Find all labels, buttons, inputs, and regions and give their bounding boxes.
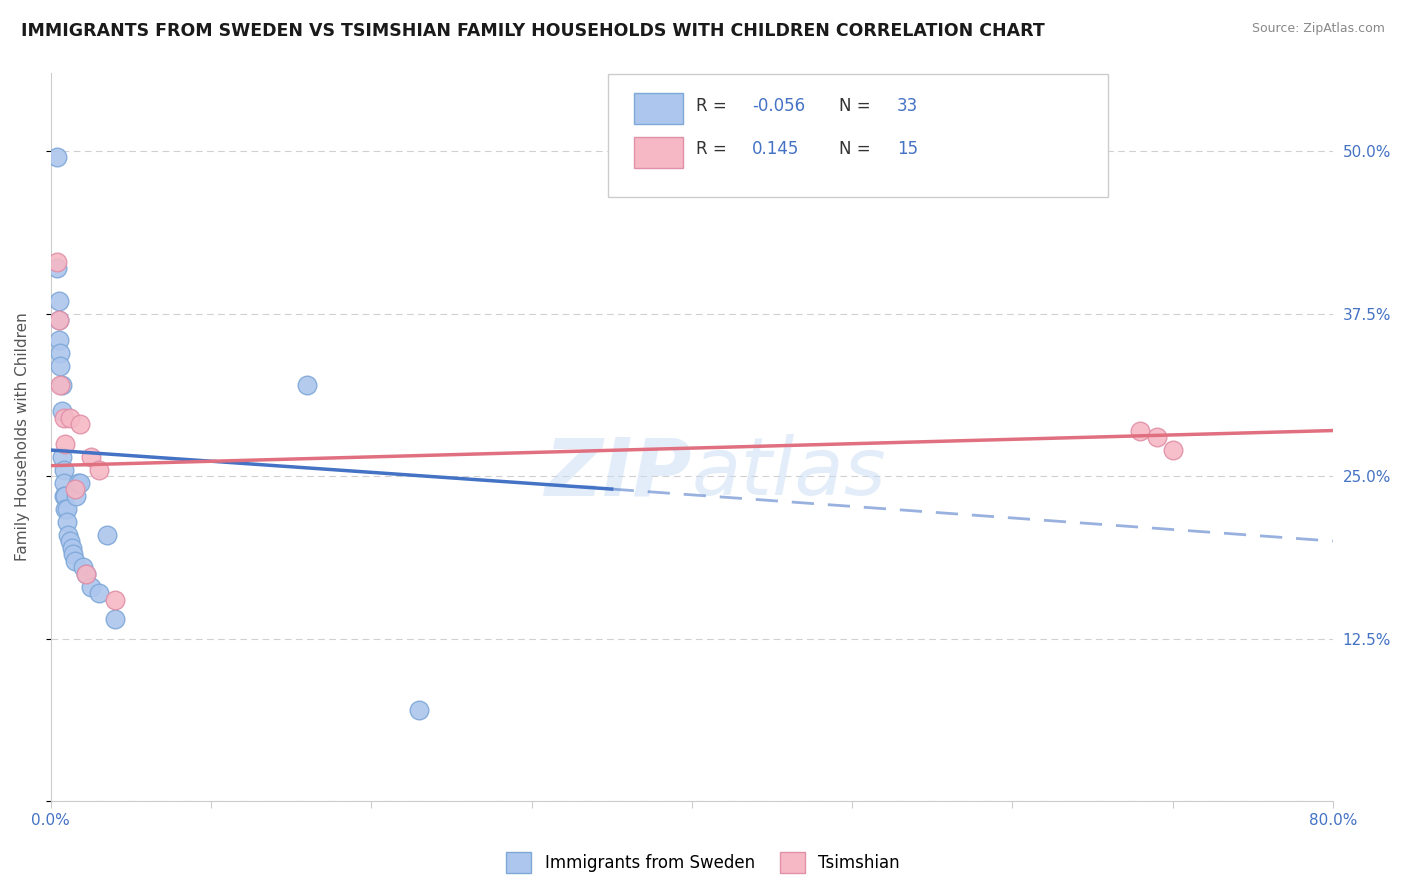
Point bbox=[1146, 430, 1168, 444]
Point bbox=[49, 345, 72, 359]
Point bbox=[63, 553, 86, 567]
Point bbox=[49, 378, 72, 392]
Text: IMMIGRANTS FROM SWEDEN VS TSIMSHIAN FAMILY HOUSEHOLDS WITH CHILDREN CORRELATION : IMMIGRANTS FROM SWEDEN VS TSIMSHIAN FAMI… bbox=[21, 22, 1045, 40]
Point bbox=[51, 378, 73, 392]
Point bbox=[80, 450, 103, 464]
Text: atlas: atlas bbox=[692, 434, 887, 513]
Text: 33: 33 bbox=[897, 96, 918, 115]
Point bbox=[56, 515, 79, 529]
Point bbox=[87, 462, 110, 476]
Point bbox=[75, 566, 97, 581]
Point bbox=[46, 254, 69, 268]
Point bbox=[96, 527, 118, 541]
Text: 0.145: 0.145 bbox=[752, 140, 800, 159]
Legend: Immigrants from Sweden, Tsimshian: Immigrants from Sweden, Tsimshian bbox=[499, 846, 907, 880]
Point bbox=[51, 450, 73, 464]
Point bbox=[104, 592, 127, 607]
Point bbox=[80, 580, 103, 594]
Bar bbox=[634, 94, 683, 124]
Point bbox=[48, 333, 70, 347]
Bar bbox=[634, 137, 683, 168]
Point bbox=[53, 489, 76, 503]
Point bbox=[59, 534, 82, 549]
Point bbox=[48, 293, 70, 308]
Point bbox=[59, 410, 82, 425]
Point bbox=[52, 462, 75, 476]
Point bbox=[87, 586, 110, 600]
Point bbox=[46, 260, 69, 275]
Text: N =: N = bbox=[839, 140, 876, 159]
Point bbox=[52, 489, 75, 503]
Point bbox=[104, 612, 127, 626]
Point bbox=[49, 359, 72, 373]
Y-axis label: Family Households with Children: Family Households with Children bbox=[15, 313, 30, 561]
Point bbox=[297, 378, 319, 392]
Point bbox=[48, 313, 70, 327]
Point bbox=[69, 475, 91, 490]
Point bbox=[62, 547, 84, 561]
Text: 15: 15 bbox=[897, 140, 918, 159]
Point bbox=[75, 566, 97, 581]
Text: R =: R = bbox=[696, 96, 731, 115]
Point bbox=[1129, 424, 1152, 438]
Point bbox=[53, 436, 76, 450]
Point bbox=[67, 475, 90, 490]
Text: R =: R = bbox=[696, 140, 731, 159]
Point bbox=[46, 151, 69, 165]
Point bbox=[52, 475, 75, 490]
Text: N =: N = bbox=[839, 96, 876, 115]
Point bbox=[48, 313, 70, 327]
Point bbox=[53, 501, 76, 516]
Point bbox=[408, 703, 430, 717]
Point bbox=[69, 417, 91, 431]
Point bbox=[65, 489, 87, 503]
Point bbox=[60, 541, 83, 555]
FancyBboxPatch shape bbox=[609, 74, 1108, 197]
Point bbox=[1161, 443, 1184, 458]
Point bbox=[52, 410, 75, 425]
Point bbox=[72, 560, 94, 574]
Point bbox=[58, 527, 80, 541]
Point bbox=[63, 482, 86, 496]
Text: ZIP: ZIP bbox=[544, 434, 692, 513]
Point bbox=[51, 404, 73, 418]
Text: -0.056: -0.056 bbox=[752, 96, 806, 115]
Text: Source: ZipAtlas.com: Source: ZipAtlas.com bbox=[1251, 22, 1385, 36]
Point bbox=[56, 501, 79, 516]
